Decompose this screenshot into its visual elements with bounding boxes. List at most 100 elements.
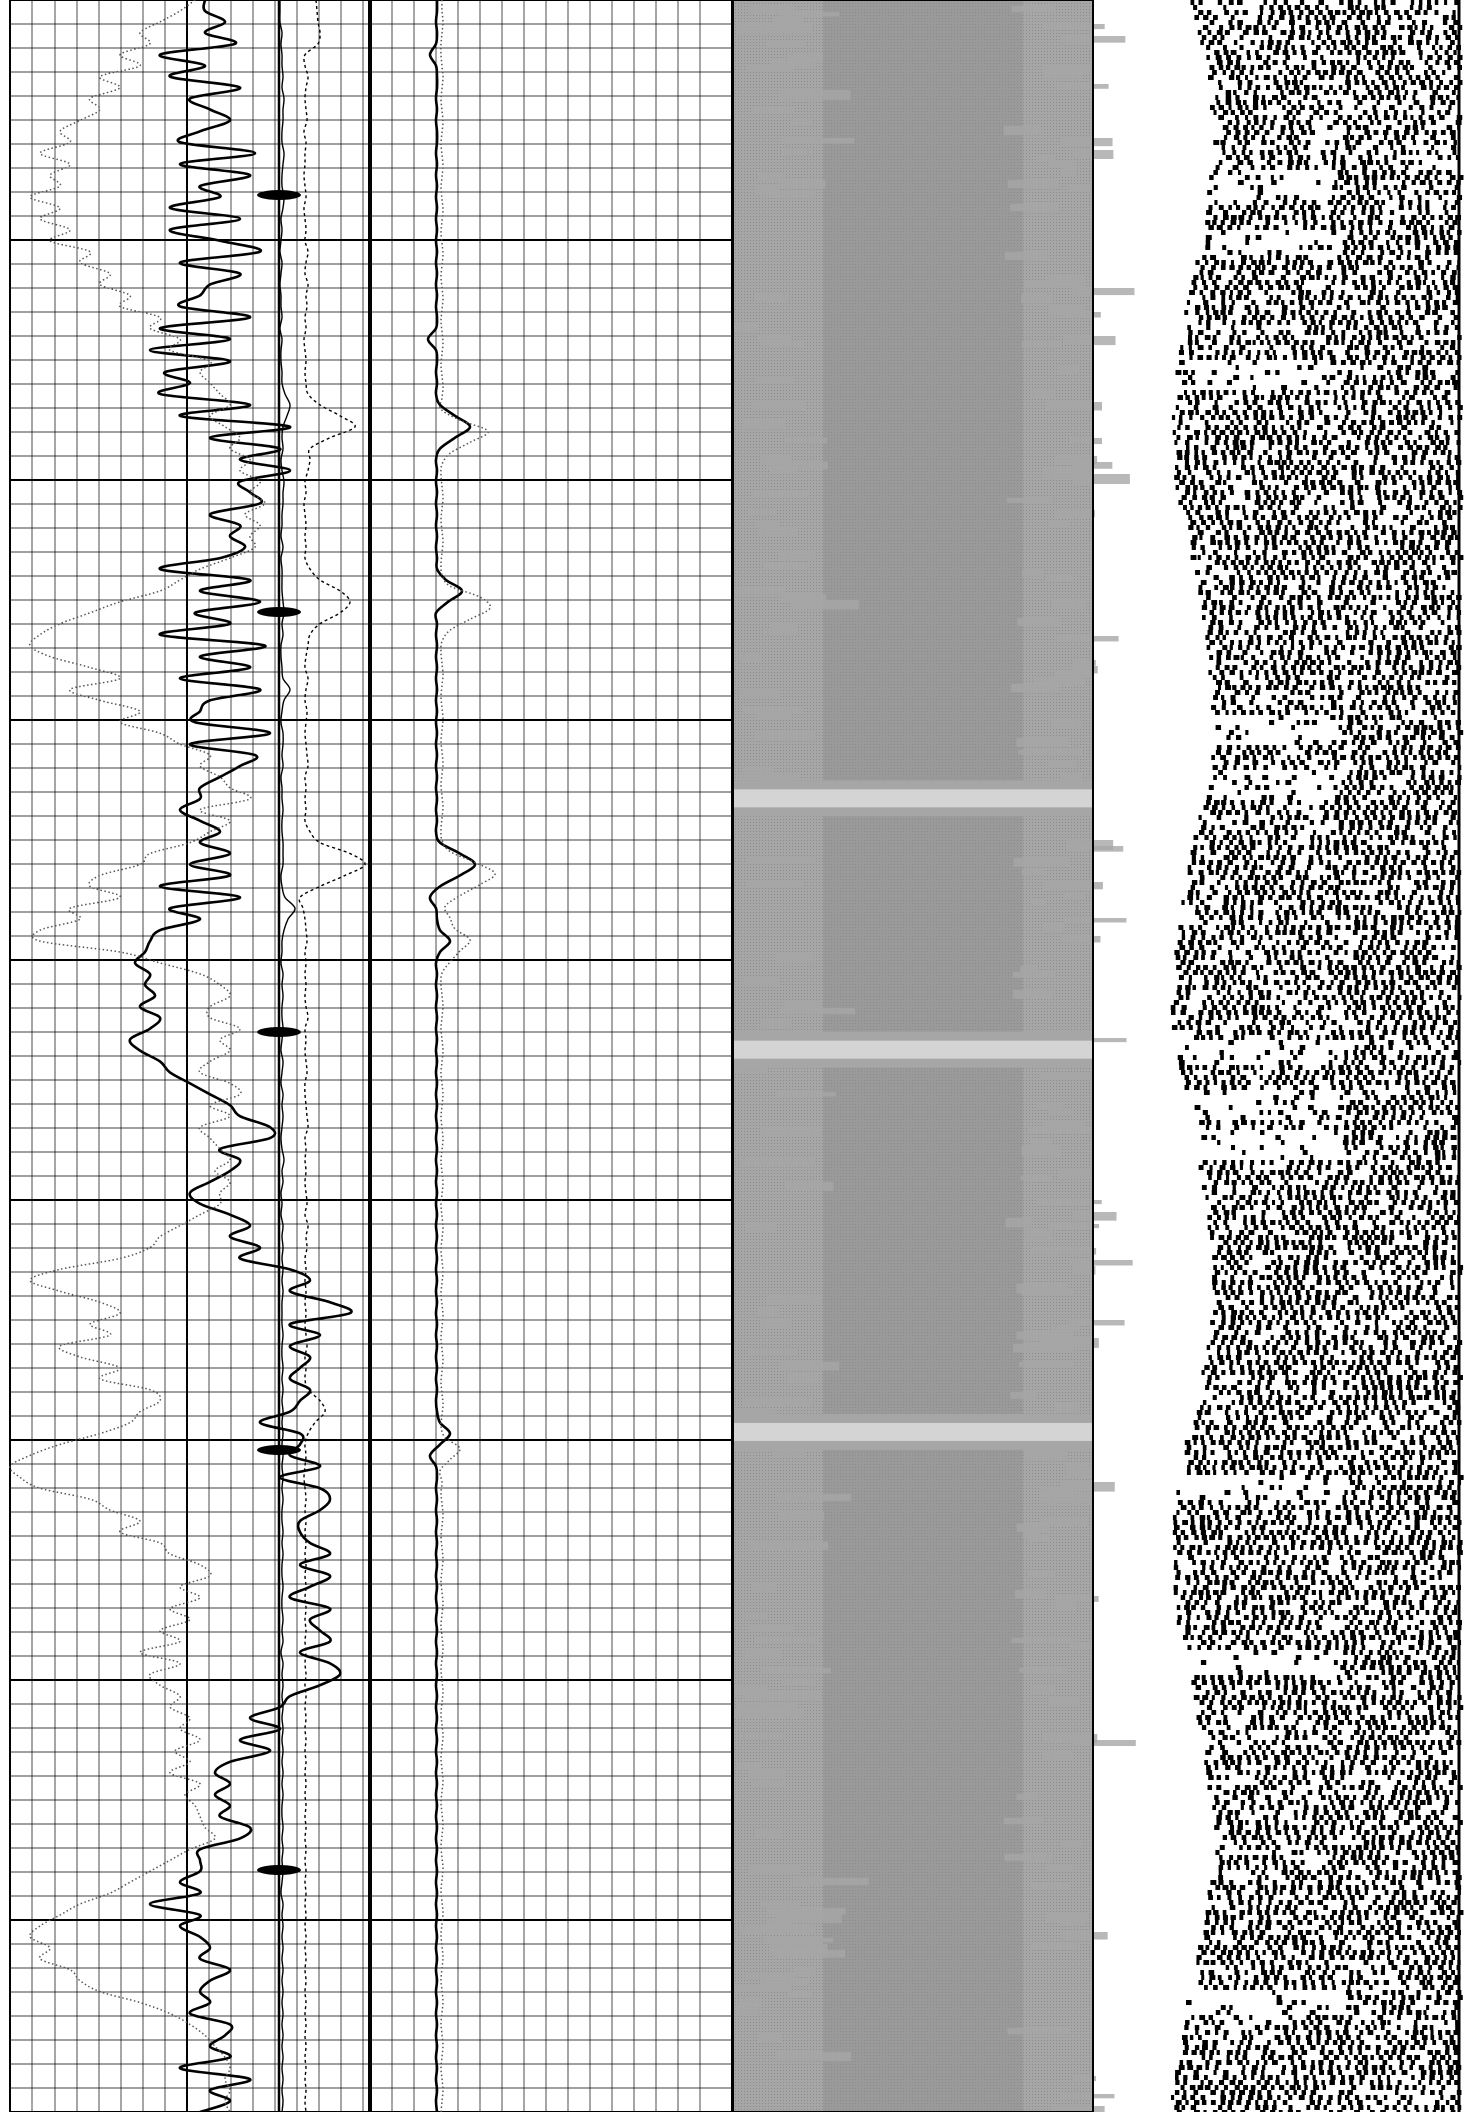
wave-stroke — [1275, 195, 1281, 200]
wave-stroke — [1269, 720, 1275, 725]
wave-stroke — [1434, 635, 1438, 640]
wave-stroke — [1249, 855, 1253, 860]
wave-stroke — [1223, 135, 1228, 140]
wave-stroke — [1433, 920, 1439, 925]
wave-stroke — [1307, 665, 1312, 670]
wave-stroke — [1319, 805, 1325, 810]
wave-stroke — [1428, 410, 1433, 415]
wave-stroke — [1174, 475, 1180, 480]
wave-stroke — [1334, 140, 1340, 145]
wave-stroke — [1221, 975, 1225, 980]
wave-stroke — [1235, 130, 1241, 135]
wave-stroke — [1192, 970, 1198, 975]
wave-stroke — [1379, 510, 1384, 515]
wave-stroke — [1280, 425, 1284, 430]
wave-stroke — [1274, 825, 1281, 830]
wave-stroke — [1189, 500, 1193, 505]
wave-stroke — [1319, 115, 1323, 120]
wave-stroke — [1346, 805, 1353, 810]
wave-stroke — [1358, 340, 1365, 345]
wave-stroke — [1229, 915, 1236, 920]
wave-stroke — [1210, 540, 1216, 545]
wave-stroke — [1369, 430, 1374, 435]
wave-stroke — [1351, 470, 1357, 475]
wave-stroke — [1281, 665, 1286, 670]
wave-stroke — [1293, 200, 1297, 205]
wave-stroke — [1413, 580, 1417, 585]
wave-stroke — [1382, 575, 1388, 580]
wave-stroke — [1279, 205, 1285, 210]
wave-stroke — [1341, 780, 1346, 785]
wave-stroke — [1438, 735, 1445, 740]
wave-stroke — [1231, 910, 1236, 915]
wave-stroke — [1294, 150, 1299, 155]
wave-stroke — [1402, 560, 1408, 565]
density-streak — [1065, 1464, 1090, 1469]
wave-stroke — [1307, 35, 1311, 40]
wave-stroke — [1368, 580, 1373, 585]
wave-stroke — [1380, 505, 1387, 510]
wave-stroke — [1442, 835, 1449, 840]
wave-stroke — [1207, 515, 1214, 520]
curve-marker — [257, 607, 301, 617]
wave-stroke — [1447, 535, 1454, 540]
wave-stroke — [1203, 305, 1210, 310]
wave-stroke — [1227, 1015, 1231, 1020]
wave-stroke — [1207, 630, 1213, 635]
wave-stroke — [1417, 555, 1422, 560]
density-streak — [1021, 870, 1045, 875]
wave-stroke — [1317, 550, 1322, 555]
wave-stroke — [1299, 890, 1303, 895]
bright-band — [733, 1040, 1093, 1059]
wave-stroke — [1238, 590, 1245, 595]
wave-stroke — [1328, 660, 1332, 665]
wave-stroke — [1242, 965, 1246, 970]
wave-stroke — [1330, 980, 1334, 985]
wave-stroke — [1361, 990, 1366, 995]
wave-stroke — [1417, 45, 1421, 50]
density-streak — [769, 60, 814, 69]
wave-stroke — [1412, 695, 1418, 700]
wave-stroke — [1453, 1050, 1459, 1055]
wave-stroke — [1348, 670, 1354, 675]
wave-stroke — [1286, 435, 1292, 440]
wave-stroke — [1357, 295, 1361, 300]
wave-stroke — [1405, 870, 1410, 875]
wave-stroke — [1235, 115, 1239, 120]
wave-stroke — [1399, 675, 1403, 680]
wave-stroke — [1300, 965, 1307, 970]
wave-stroke — [1442, 740, 1448, 745]
wave-stroke — [1223, 900, 1229, 905]
wave-stroke — [1419, 0, 1423, 5]
wave-stroke — [1376, 20, 1381, 25]
wave-stroke — [1218, 630, 1224, 635]
wave-stroke — [1338, 320, 1343, 325]
wave-stroke — [1220, 1055, 1224, 1060]
wave-stroke — [1453, 315, 1459, 320]
wave-stroke — [1297, 690, 1303, 695]
wave-stroke — [1346, 990, 1352, 995]
wave-stroke — [1338, 670, 1342, 675]
density-streak — [1011, 6, 1056, 13]
wave-stroke — [1365, 745, 1371, 750]
wave-stroke — [1283, 195, 1288, 200]
wave-stroke — [1412, 95, 1416, 100]
wave-stroke — [1361, 405, 1366, 410]
wave-stroke — [1307, 365, 1314, 370]
wave-stroke — [1270, 10, 1275, 15]
wave-stroke — [1264, 310, 1271, 315]
wave-stroke — [1382, 475, 1388, 480]
wave-stroke — [1395, 240, 1400, 245]
wave-stroke — [1266, 990, 1272, 995]
wave-stroke — [1317, 265, 1322, 270]
wave-stroke — [1430, 1025, 1436, 1030]
wave-stroke — [1382, 285, 1386, 290]
wave-stroke — [1236, 340, 1241, 345]
density-streak — [1030, 1140, 1053, 1146]
wave-stroke — [1250, 845, 1256, 850]
wave-stroke — [1344, 405, 1349, 410]
wave-stroke — [1431, 945, 1437, 950]
wave-stroke — [1240, 110, 1245, 115]
wave-stroke — [1391, 1030, 1397, 1035]
wave-stroke — [1405, 300, 1410, 305]
